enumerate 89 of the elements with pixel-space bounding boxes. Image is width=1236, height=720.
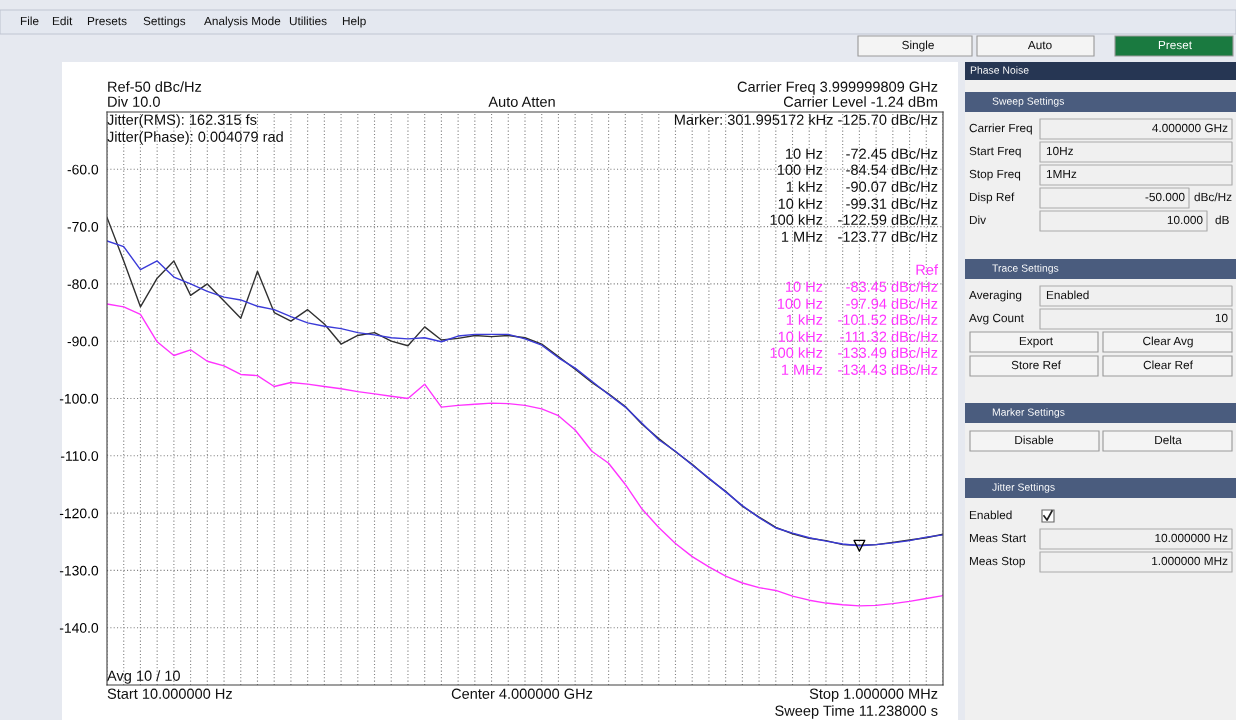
annotation: Ref [916, 264, 939, 275]
text: Utilities [289, 16, 327, 26]
text: Meas Start [969, 533, 1026, 543]
text: Stop Freq [969, 169, 1021, 181]
text: 10.000 [1167, 215, 1203, 225]
annotation: -111.32 dBc/Hz [840, 331, 938, 342]
annotation: 1 kHz [786, 181, 823, 192]
annotation: 10 Hz [786, 281, 823, 292]
annotation: 10 kHz [778, 198, 823, 209]
text: Div [969, 215, 987, 225]
text: Carrier Level -1.24 dBm [783, 96, 938, 107]
text: dBc/Hz [1194, 192, 1232, 202]
y-tick-label: -80.0 [67, 279, 99, 290]
annotation: 10 Hz [786, 148, 823, 159]
y-tick-label: -100.0 [59, 393, 99, 404]
annotation: -133.49 dBc/Hz [838, 347, 938, 358]
text: Averaging [969, 290, 1022, 302]
annotation: -122.59 dBc/Hz [838, 214, 938, 225]
text: Start Freq [969, 146, 1021, 158]
annotation: -123.77 dBc/Hz [838, 231, 938, 242]
annotation: -134.43 dBc/Hz [838, 364, 938, 375]
text: Delta [1155, 435, 1182, 445]
text: Ref-50 dBc/Hz [108, 81, 202, 92]
text: Auto Atten [488, 96, 555, 107]
text: Disp Ref [969, 192, 1015, 204]
annotation: Jitter(RMS): 162.315 fs [107, 114, 257, 128]
text: Meas Stop [969, 556, 1025, 568]
text: Preset [1158, 40, 1192, 50]
y-tick-label: -140.0 [59, 623, 99, 633]
text: Jitter Settings [992, 483, 1055, 493]
text: Store Ref [1011, 360, 1061, 370]
text: Edit [52, 16, 73, 26]
text: dB [1215, 215, 1229, 225]
annotation: Marker: 301.995172 kHz -125.70 dBc/Hz [674, 114, 938, 125]
annotation: -72.45 dBc/Hz [846, 148, 938, 159]
annotation: 10 kHz [778, 331, 823, 342]
text: Trace Settings [992, 264, 1059, 274]
annotation: 1 kHz [786, 314, 823, 325]
annotation: 100 Hz [777, 164, 823, 175]
annotation: -90.07 dBc/Hz [846, 181, 938, 192]
text: Div 10.0 [108, 96, 160, 107]
text: Settings [143, 16, 186, 28]
text: Clear Avg [1143, 336, 1193, 348]
text: Help [342, 16, 366, 28]
text: -50.000 [1145, 192, 1185, 202]
text: 4.000000 GHz [1152, 123, 1228, 133]
text: Clear Ref [1143, 360, 1193, 370]
annotation: 100 Hz [777, 298, 823, 309]
text: Carrier Freq 3.999999809 GHz [737, 81, 938, 95]
y-tick-label: -70.0 [67, 221, 99, 232]
text: File [20, 16, 39, 26]
annotation: -101.52 dBc/Hz [838, 314, 938, 325]
y-tick-label: -110.0 [60, 451, 99, 461]
text: Enabled [969, 510, 1012, 520]
annotation: 100 kHz [770, 214, 823, 225]
annotation: -83.45 dBc/Hz [846, 281, 938, 292]
text: 10Hz [1046, 146, 1073, 156]
annotation: -99.31 dBc/Hz [846, 198, 938, 209]
text: Avg Count [969, 313, 1024, 325]
annotation: 1 MHz [781, 231, 823, 242]
text: Stop 1.000000 MHz [809, 688, 938, 702]
y-tick-label: -90.0 [67, 336, 99, 347]
annotation: 100 kHz [770, 347, 823, 358]
text: 10.000000 Hz [1155, 533, 1228, 543]
y-tick-label: -60.0 [67, 164, 99, 175]
text: Carrier Freq [969, 123, 1032, 135]
text: Analysis Mode [204, 16, 281, 28]
text: Export [1019, 336, 1053, 348]
text: Phase Noise [970, 66, 1029, 74]
text: Start 10.000000 Hz [107, 688, 232, 699]
text: Presets [87, 16, 127, 26]
text: 1MHz [1046, 169, 1077, 179]
annotation: -97.94 dBc/Hz [846, 298, 938, 309]
text: Enabled [1046, 290, 1089, 300]
annotation: Jitter(Phase): 0.004079 rad [107, 131, 283, 145]
text: Auto [1027, 40, 1052, 50]
y-tick-label: -120.0 [59, 508, 99, 519]
annotation: 1 MHz [781, 364, 823, 375]
text: Sweep Settings [992, 97, 1065, 107]
text: 1.000000 MHz [1152, 556, 1228, 566]
annotation: Avg 10 / 10 [107, 670, 180, 684]
text: Center 4.000000 GHz [451, 688, 593, 699]
text: 10 [1215, 313, 1228, 323]
annotation: -84.54 dBc/Hz [846, 164, 938, 175]
text: Sweep Time 11.238000 s [775, 705, 938, 719]
y-tick-label: -130.0 [59, 565, 99, 576]
text: Marker Settings [992, 408, 1065, 418]
text: Single [902, 40, 934, 52]
text: Disable [1015, 435, 1054, 445]
